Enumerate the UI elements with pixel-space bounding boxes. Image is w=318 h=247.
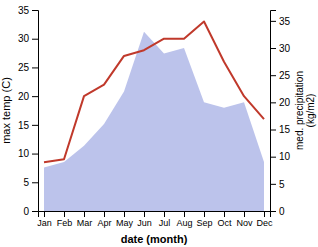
tick: 5 xyxy=(23,177,38,188)
tick-label: Dec xyxy=(256,218,273,228)
tick-mark xyxy=(144,211,145,217)
tick-mark xyxy=(32,125,38,126)
tick-label: Feb xyxy=(57,218,73,228)
tick: 20 xyxy=(270,97,291,108)
tick: 25 xyxy=(270,70,291,81)
tick-mark xyxy=(164,211,165,217)
tick-mark xyxy=(270,48,276,49)
tick-label: 5 xyxy=(23,177,29,188)
x-axis: Jan Feb Mar Apr MayJun Jul Aug Sep Oct NovDec xyxy=(37,211,273,228)
marks xyxy=(44,21,264,211)
tick: Jan xyxy=(37,211,52,228)
tick: 15 xyxy=(18,120,38,131)
tick: 0 xyxy=(23,206,38,217)
tick-label: 20 xyxy=(279,97,291,108)
axis-line xyxy=(32,11,39,212)
tick-label: 0 xyxy=(23,206,29,217)
tick-mark xyxy=(270,75,276,76)
tick-mark xyxy=(44,211,45,217)
tick-mark xyxy=(270,184,276,185)
tick-label: Sep xyxy=(196,218,212,228)
tick: 20 xyxy=(18,91,38,102)
axis-line xyxy=(39,212,271,218)
tick: 5 xyxy=(270,179,285,190)
tick-label: 5 xyxy=(279,179,285,190)
tick-mark xyxy=(264,211,265,217)
tick-label: 15 xyxy=(279,124,291,135)
tick-label: 25 xyxy=(18,62,30,73)
tick-label: Nov xyxy=(236,218,253,228)
plot: Jan Feb Mar Apr MayJun Jul Aug Sep Oct NovDec 0 5 10… xyxy=(0,5,316,245)
tick-label: Jul xyxy=(159,218,171,228)
tick: 25 xyxy=(18,62,38,73)
tick-mark xyxy=(32,39,38,40)
tick: Feb xyxy=(57,211,73,228)
tick-label: 0 xyxy=(279,206,285,217)
tick: Nov xyxy=(236,211,253,228)
y2-axis-title: med. precipitation(kg/m2) xyxy=(294,71,316,150)
tick: Jun xyxy=(137,211,152,228)
tick-mark xyxy=(32,67,38,68)
tick: Apr xyxy=(97,211,111,228)
tick: 35 xyxy=(18,5,38,16)
tick-label: Jun xyxy=(137,218,152,228)
tick-mark xyxy=(32,10,38,11)
tick-mark xyxy=(270,21,276,22)
tick-label: Apr xyxy=(97,218,111,228)
tick-mark xyxy=(32,154,38,155)
tick-label: 30 xyxy=(279,43,291,54)
tick-label: 20 xyxy=(18,91,30,102)
tick: 15 xyxy=(270,124,291,135)
tick: 35 xyxy=(270,16,291,27)
x-axis-title: date (month) xyxy=(121,233,188,245)
tick-label: 30 xyxy=(18,33,30,44)
tick: Jul xyxy=(159,211,171,228)
tick-mark xyxy=(270,102,276,103)
tick-label: 10 xyxy=(279,151,291,162)
tick: May xyxy=(116,211,134,228)
tick-label: 25 xyxy=(279,70,291,81)
tick: Mar xyxy=(77,211,93,228)
tick-mark xyxy=(224,211,225,217)
tick-label: Oct xyxy=(217,218,232,228)
tick-mark xyxy=(184,211,185,217)
tick-mark xyxy=(270,130,276,131)
y-axis: 0 5 10 15 20 25 30 35 xyxy=(18,5,39,217)
tick-mark xyxy=(64,211,65,217)
y2-axis: 0 5 10 15 20 25 30 35 xyxy=(270,11,291,217)
tick-mark xyxy=(270,211,276,212)
y-axis-title: max temp (C) xyxy=(0,77,12,144)
tick: 30 xyxy=(18,33,38,44)
tick-label: May xyxy=(116,218,134,228)
tick: Sep xyxy=(196,211,212,228)
tick-label: 35 xyxy=(279,16,291,27)
tick: Oct xyxy=(217,211,232,228)
tick-label: 10 xyxy=(18,148,30,159)
tick-mark xyxy=(104,211,105,217)
tick-label: Jan xyxy=(37,218,52,228)
tick: 10 xyxy=(270,151,291,162)
tick: Dec xyxy=(256,211,273,228)
tick-mark xyxy=(124,211,125,217)
tick: 30 xyxy=(270,43,291,54)
tick-label: 15 xyxy=(18,120,30,131)
tick-label: 35 xyxy=(18,5,30,16)
tick-mark xyxy=(244,211,245,217)
tick: Aug xyxy=(176,211,192,228)
axis-line xyxy=(271,11,277,212)
tick-mark xyxy=(32,211,38,212)
tick-mark xyxy=(32,182,38,183)
line xyxy=(44,21,264,162)
tick: 0 xyxy=(270,206,285,217)
tick-mark xyxy=(32,96,38,97)
tick-mark xyxy=(270,157,276,158)
chart: Jan Feb Mar Apr MayJun Jul Aug Sep Oct NovDec 0 5 10… xyxy=(0,0,318,247)
tick: 10 xyxy=(18,148,38,159)
tick-label: Aug xyxy=(176,218,192,228)
tick-mark xyxy=(84,211,85,217)
tick-mark xyxy=(204,211,205,217)
tick-label: Mar xyxy=(77,218,93,228)
